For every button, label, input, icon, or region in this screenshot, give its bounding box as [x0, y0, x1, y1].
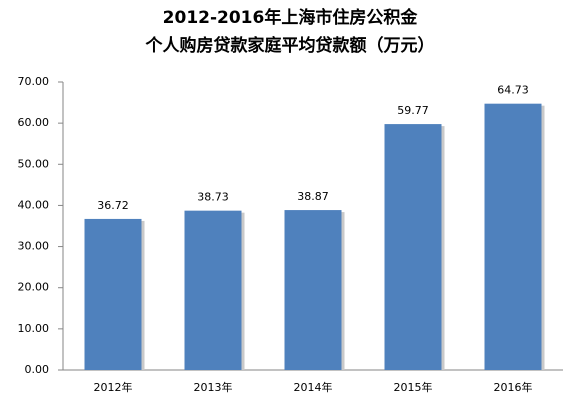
value-label: 36.72 [97, 199, 129, 212]
y-tick-label: 0.00 [25, 363, 50, 376]
x-tick-label: 2014年 [294, 380, 333, 394]
y-tick-label: 10.00 [18, 322, 50, 335]
x-tick-label: 2013年 [194, 380, 233, 394]
x-tick-label: 2012年 [94, 380, 133, 394]
value-label: 38.87 [297, 190, 329, 203]
y-tick-label: 20.00 [18, 281, 50, 294]
y-tick-label: 60.00 [18, 116, 50, 129]
value-label: 59.77 [397, 104, 429, 117]
value-label: 64.73 [497, 84, 529, 97]
x-tick-label: 2015年 [394, 380, 433, 394]
y-tick-label: 70.00 [18, 75, 50, 88]
y-tick-label: 30.00 [18, 240, 50, 253]
bar [184, 210, 242, 370]
bar [384, 124, 442, 370]
y-tick-label: 50.00 [18, 157, 50, 170]
bar [284, 210, 342, 370]
y-tick-label: 40.00 [18, 198, 50, 211]
value-label: 38.73 [197, 191, 229, 204]
chart-subtitle: 个人购房贷款家庭平均贷款额（万元） [145, 35, 435, 56]
chart-title: 2012-2016年上海市住房公积金 [163, 7, 419, 28]
bar [484, 103, 542, 371]
bar [84, 218, 142, 370]
x-tick-label: 2016年 [494, 380, 533, 394]
